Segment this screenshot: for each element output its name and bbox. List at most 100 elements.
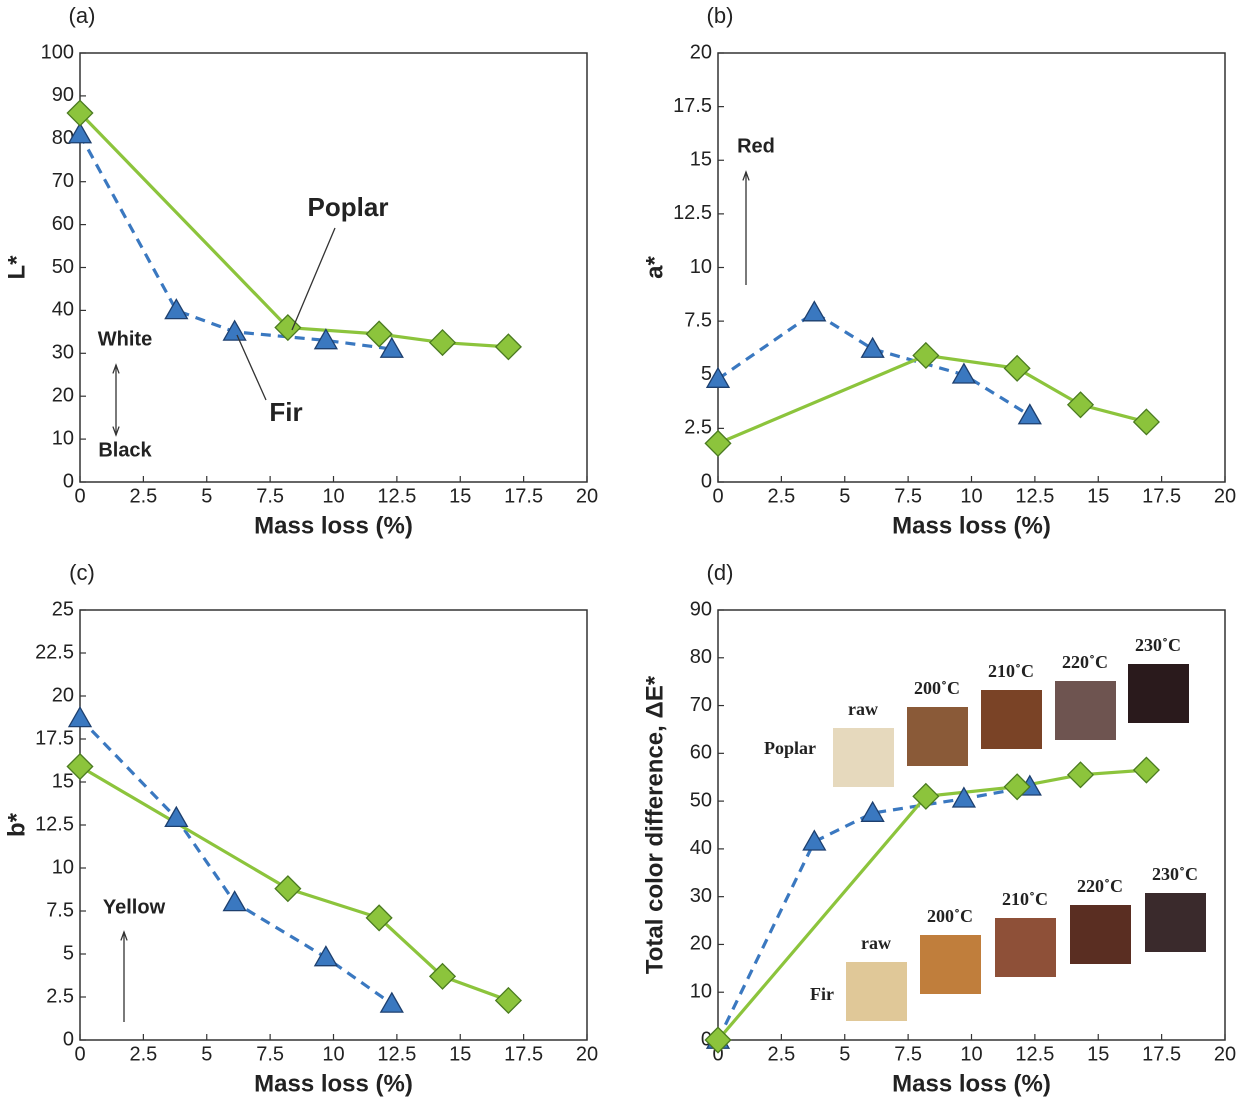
series-line <box>78 717 393 1006</box>
diamond-marker <box>428 962 457 990</box>
triangle-marker <box>951 786 977 808</box>
arrow-head <box>112 363 120 374</box>
panel: (c) Mass loss (%) b* 0 2.5 5 7.5 10 12.5 15 17.5 20… <box>3 560 598 1098</box>
y-tick-label: 30 <box>690 885 712 907</box>
x-tick-label: 7.5 <box>894 485 922 507</box>
series-line <box>78 111 509 349</box>
wood-swatch <box>846 962 907 1021</box>
leader-line <box>291 227 336 331</box>
y-tick-label: 70 <box>690 694 712 716</box>
y-tick-label: 20 <box>52 684 74 706</box>
y-tick-label: 50 <box>690 789 712 811</box>
diamond-marker <box>912 341 940 370</box>
x-tick-label: 20 <box>1214 485 1236 507</box>
y-tick-label: 7.5 <box>684 309 712 331</box>
series-line <box>78 133 393 351</box>
y-tick-label: 2.5 <box>684 417 712 439</box>
y-tick-label: 17.5 <box>673 95 712 117</box>
annotation: Black <box>98 439 152 461</box>
diamond-marker <box>704 1026 732 1054</box>
y-tick-label: 25 <box>52 598 74 620</box>
y-tick-label: 40 <box>690 837 712 859</box>
triangle-marker <box>67 706 93 728</box>
x-tick-label: 20 <box>1214 1043 1236 1065</box>
diamond-marker <box>912 782 940 810</box>
diamond-marker <box>365 320 393 348</box>
y-tick-label: 20 <box>690 933 712 955</box>
panel: (a) Mass loss (%) L* 0 2.5 5 7.5 10 12.5 15 17.5 20… <box>3 3 598 540</box>
x-tick-label: 12.5 <box>377 1043 416 1065</box>
triangle-marker <box>951 362 977 384</box>
diamond-marker <box>494 986 522 1015</box>
y-tick-label: 80 <box>52 127 74 149</box>
x-tick-label: 10 <box>960 1043 982 1065</box>
x-tick-label: 12.5 <box>377 485 416 507</box>
x-tick-label: 7.5 <box>256 1043 284 1065</box>
y-tick-label: 0 <box>63 1028 74 1050</box>
y-tick-label: 10 <box>52 856 74 878</box>
x-axis-label: Mass loss (%) <box>892 1070 1051 1097</box>
y-tick-label: 10 <box>52 427 74 449</box>
triangle-marker <box>222 890 247 912</box>
x-tick-label: 15 <box>1087 485 1109 507</box>
x-axis-label: Mass loss (%) <box>254 1070 413 1097</box>
triangle-marker <box>67 122 93 144</box>
triangle-marker <box>860 336 885 358</box>
y-axis-label: Total color difference, ΔE* <box>641 675 668 974</box>
swatch-label: 200˚C <box>927 906 973 926</box>
wood-swatch <box>1070 905 1131 964</box>
annotation: Red <box>737 135 775 157</box>
wood-swatch <box>981 690 1042 749</box>
swatch-label: raw <box>861 933 891 953</box>
panel-title: (b) <box>707 3 734 28</box>
swatch-label: 220˚C <box>1062 652 1108 672</box>
y-tick-label: 12.5 <box>673 202 712 224</box>
y-tick-label: 80 <box>690 646 712 668</box>
wood-swatch <box>833 728 894 787</box>
x-tick-label: 20 <box>576 1043 598 1065</box>
panel: (b) Mass loss (%) a* 0 2.5 5 7.5 10 12.5 15 17.5 20… <box>641 3 1236 540</box>
x-tick-label: 5 <box>201 485 212 507</box>
leader-line <box>236 334 267 401</box>
x-tick-label: 20 <box>576 485 598 507</box>
diamond-marker <box>66 752 94 781</box>
x-tick-label: 15 <box>449 485 471 507</box>
y-tick-label: 10 <box>690 256 712 278</box>
x-axis-label: Mass loss (%) <box>254 512 413 539</box>
y-tick-label: 20 <box>52 384 74 406</box>
diamond-marker <box>274 875 302 903</box>
y-tick-label: 60 <box>52 213 74 235</box>
plot-frame <box>79 609 588 1041</box>
x-tick-label: 2.5 <box>129 1043 157 1065</box>
x-tick-label: 17.5 <box>1142 485 1181 507</box>
x-tick-label: 12.5 <box>1015 485 1054 507</box>
inset-row-label: Poplar <box>764 738 816 758</box>
x-tick-label: 10 <box>322 1043 344 1065</box>
series-label: Poplar <box>308 192 389 222</box>
arrow-head <box>120 930 128 941</box>
series-label: Fir <box>269 397 302 427</box>
panel: (d) Mass loss (%) Total color difference, … <box>641 560 1236 1098</box>
diamond-marker <box>1003 773 1031 801</box>
swatch-label: 200˚C <box>914 678 960 698</box>
x-tick-label: 0 <box>712 1043 723 1065</box>
y-tick-label: 12.5 <box>35 813 74 835</box>
panel-title: (a) <box>69 3 96 28</box>
y-tick-label: 70 <box>52 170 74 192</box>
diamond-marker <box>274 313 302 342</box>
diamond-marker <box>428 329 457 357</box>
panel-title: (d) <box>707 560 734 585</box>
y-tick-label: 10 <box>690 981 712 1003</box>
triangle-marker <box>1017 403 1042 425</box>
x-tick-label: 15 <box>1087 1043 1109 1065</box>
y-tick-label: 22.5 <box>35 641 74 663</box>
x-tick-label: 12.5 <box>1015 1043 1054 1065</box>
series-line <box>716 785 1031 1041</box>
diamond-marker <box>365 904 393 932</box>
x-tick-label: 17.5 <box>504 485 543 507</box>
x-tick-label: 10 <box>322 485 344 507</box>
x-tick-label: 0 <box>712 485 723 507</box>
x-tick-label: 7.5 <box>256 485 284 507</box>
triangle-marker <box>164 805 189 828</box>
